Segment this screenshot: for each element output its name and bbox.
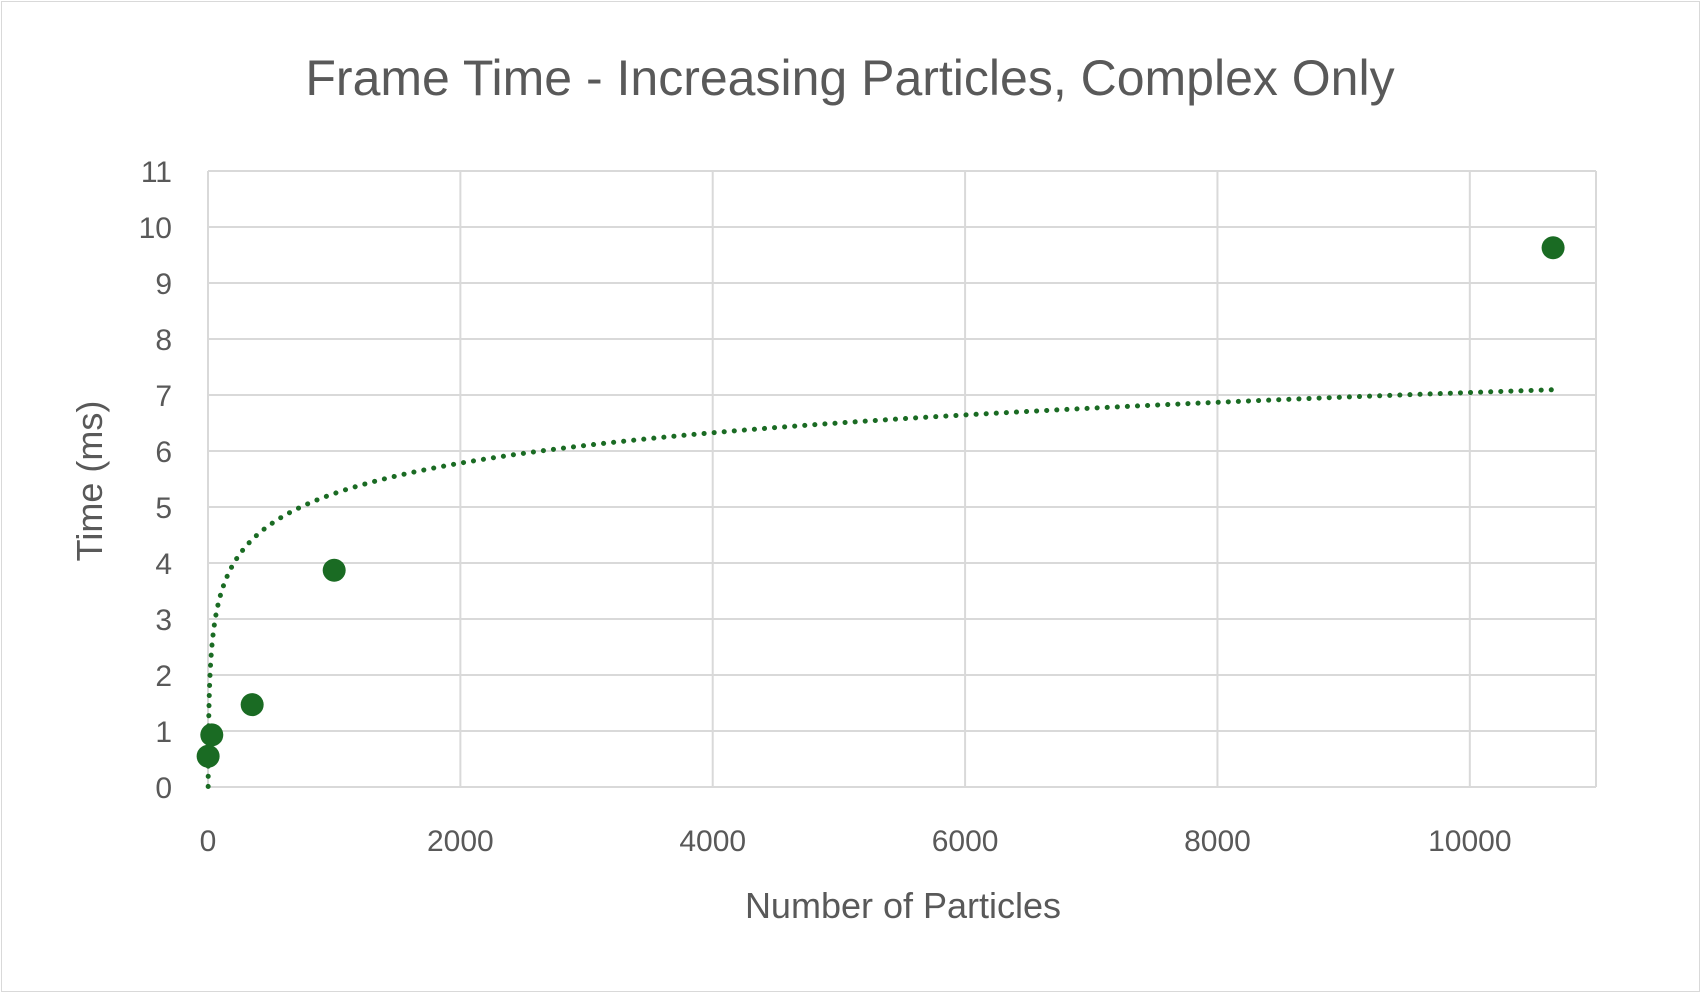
y-tick-label: 3 bbox=[155, 604, 172, 637]
y-tick-label: 6 bbox=[155, 436, 172, 469]
x-tick-label: 0 bbox=[200, 825, 217, 858]
y-tick-label: 10 bbox=[139, 212, 172, 245]
trendline bbox=[205, 387, 1556, 789]
y-tick-label: 9 bbox=[155, 268, 172, 301]
chart-title: Frame Time - Increasing Particles, Compl… bbox=[305, 50, 1394, 106]
data-point bbox=[1541, 236, 1565, 260]
data-points bbox=[196, 236, 1565, 768]
x-tick-label: 8000 bbox=[1184, 825, 1251, 858]
x-tick-label: 2000 bbox=[427, 825, 494, 858]
grid-layer bbox=[207, 170, 1597, 788]
data-point bbox=[240, 693, 264, 717]
y-tick-label: 5 bbox=[155, 492, 172, 525]
y-tick-label: 11 bbox=[141, 156, 172, 189]
y-tick-label: 0 bbox=[155, 772, 172, 805]
data-point bbox=[200, 723, 224, 747]
y-tick-label: 4 bbox=[155, 548, 172, 581]
tick-labels: 0 1 2 3 4 5 6 7 8 9 10 11 0 2000 4000 6000 8000 10000 bbox=[139, 156, 1512, 858]
y-axis-title: Time (ms) bbox=[69, 401, 110, 562]
x-tick-label: 10000 bbox=[1428, 825, 1511, 858]
y-tick-label: 8 bbox=[155, 324, 172, 357]
x-tick-label: 6000 bbox=[932, 825, 999, 858]
x-tick-label: 4000 bbox=[679, 825, 746, 858]
data-point bbox=[322, 558, 346, 582]
y-tick-label: 1 bbox=[155, 716, 172, 749]
x-axis-title: Number of Particles bbox=[745, 885, 1061, 926]
y-tick-label: 7 bbox=[155, 380, 172, 413]
data-point bbox=[196, 744, 220, 768]
y-tick-label: 2 bbox=[155, 660, 172, 693]
